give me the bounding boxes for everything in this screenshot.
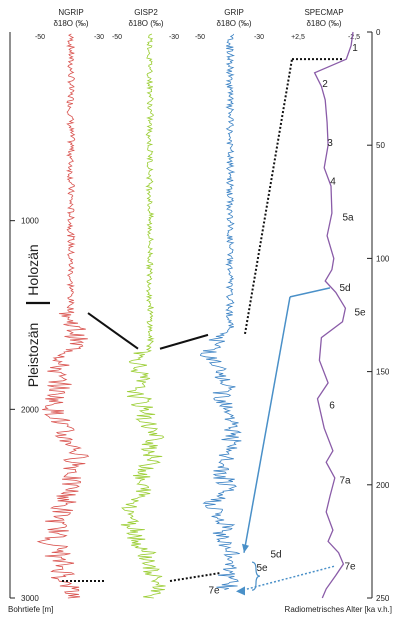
age-axis-label: Radiometrisches Alter [ka v.h.]	[285, 605, 392, 614]
age-tick-label: 150	[376, 368, 390, 377]
grip-unit: δ18O (‰)	[216, 19, 251, 28]
connector-grip-specmap-holocene	[244, 58, 293, 335]
connector-gisp2-grip-bottom	[169, 572, 221, 583]
specmap-stage-label: 1	[352, 43, 358, 54]
ngrip-scale-right: -30	[94, 34, 104, 41]
specmap-unit: δ18O (‰)	[306, 19, 341, 28]
specmap-series: 1 2 3 4 5a 5d 5e 6 7a 7e	[313, 31, 366, 599]
connector-specmap-5d	[289, 287, 331, 298]
age-tick-label: 200	[376, 481, 390, 490]
grip-bracket	[251, 561, 261, 591]
specmap-stage-label: 4	[330, 176, 336, 187]
grip-scale-right: -30	[254, 34, 264, 41]
trace-grip	[200, 33, 242, 590]
correlation-lines	[62, 58, 344, 596]
specmap-stage-label: 6	[329, 401, 335, 412]
gisp2-unit: δ18O (‰)	[128, 19, 163, 28]
age-tick-label: 100	[376, 254, 390, 263]
grip-annotation-label: 5d	[270, 550, 281, 561]
specmap-stage-label: 5e	[354, 308, 366, 319]
specmap-stage-label: 2	[322, 79, 328, 90]
grip-annotation-label: 7e	[208, 585, 220, 596]
grip-title: GRIP	[224, 8, 244, 17]
gisp2-scale-right: -30	[169, 34, 179, 41]
depth-axis-label: Bohrtiefe [m]	[8, 605, 53, 614]
trace-gisp2	[120, 33, 166, 599]
age-tick-label: 50	[376, 141, 385, 150]
specmap-line	[313, 31, 354, 599]
grip-scale-left: -50	[195, 34, 205, 41]
specmap-scale-right: -2,5	[348, 34, 360, 41]
gisp2-title: GISP2	[134, 8, 158, 17]
depth-ticks: 1000 2000 3000	[10, 217, 39, 603]
ngrip-title: NGRIP	[58, 8, 83, 17]
core-traces	[36, 33, 242, 599]
connector-specmap-7e	[237, 565, 335, 593]
specmap-stage-label: 7a	[339, 475, 351, 486]
specmap-stage-label: 7e	[344, 561, 356, 572]
depth-tick-label: 3000	[21, 594, 39, 603]
specmap-stage-label: 5d	[339, 283, 350, 294]
gisp2-scale-left: -50	[112, 34, 122, 41]
specmap-scale-left: +2,5	[291, 34, 305, 41]
age-ticks: 0 50 100 150 200 250	[367, 28, 390, 603]
ngrip-scale-left: -50	[35, 34, 45, 41]
age-tick-label: 250	[376, 594, 390, 603]
arrowhead-5d	[242, 543, 249, 553]
arrowhead-7e	[236, 586, 245, 596]
connector-5d-grip	[243, 296, 291, 553]
grip-annotation-label: 5e	[256, 563, 268, 574]
age-tick-label: 0	[376, 28, 381, 37]
specmap-title: SPECMAP	[304, 8, 343, 17]
depth-tick-label: 1000	[21, 217, 39, 226]
trace-ngrip	[36, 33, 90, 599]
connector-ngrip-gisp2	[87, 312, 139, 350]
specmap-stage-label: 5a	[342, 213, 354, 224]
connector-gisp2-grip	[159, 333, 209, 350]
epoch-holozan: Holozän	[25, 244, 41, 295]
depth-tick-label: 2000	[21, 405, 39, 414]
ngrip-unit: δ18O (‰)	[53, 19, 88, 28]
epoch-pleistozan: Pleistozän	[25, 323, 41, 388]
specmap-stage-label: 3	[327, 138, 333, 149]
